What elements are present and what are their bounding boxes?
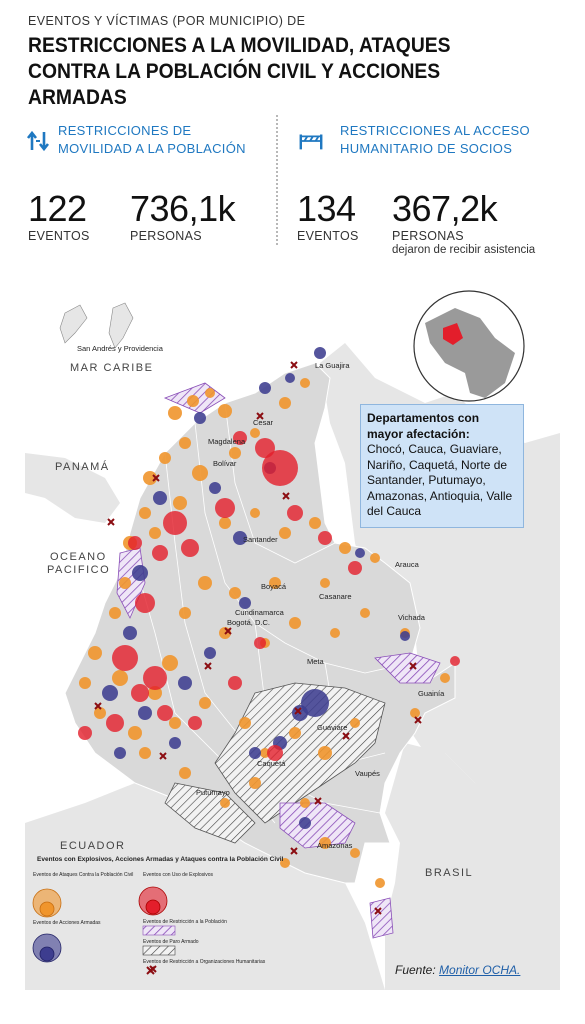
humanitarian-events-value: 134 [297, 188, 356, 229]
label-vichada: Vichada [398, 613, 426, 622]
mobility-events-label: EVENTOS [28, 229, 90, 243]
providencia-island [108, 302, 134, 349]
label-caqueta: Caquetá [257, 759, 286, 768]
infobox-heading: Departamentos con mayor afectación: [367, 411, 480, 441]
legend-explosives-label: Eventos con Uso de Explosivos [143, 872, 214, 878]
label-bolivar: Bolívar [213, 459, 237, 468]
locator-globe [413, 290, 525, 402]
label-guaviare: Guaviare [317, 723, 347, 732]
humanitarian-events-label: EVENTOS [297, 229, 359, 243]
legend-title: Eventos con Explosivos, Acciones Armadas… [37, 856, 284, 863]
region-labels: San Andrés y Providencia La Guajira Cesa… [77, 344, 445, 850]
label-bogota: Bogotá, D.C. [227, 618, 270, 627]
legend-armed-label: Eventos de Acciones Armadas [33, 920, 101, 926]
label-oceano: OCEANO [50, 551, 107, 563]
mobility-people-value: 736,1k [130, 188, 236, 229]
humanitarian-restriction-markers [94, 361, 422, 973]
san-andres-island [59, 304, 88, 344]
armed-action-circles [102, 347, 410, 829]
colombia-map: San Andrés y Providencia La Guajira Cesa… [25, 283, 560, 990]
page-title: RESTRICCIONES A LA MOVILIDAD, ATAQUES CO… [28, 34, 451, 109]
label-arauca: Arauca [395, 560, 420, 569]
legend-restriction-label: Eventos de Restricción a la Población [143, 919, 227, 925]
legend-paro-label: Eventos de Paro Armado [143, 939, 199, 945]
label-panama: PANAMÁ [55, 460, 110, 473]
source-link[interactable]: Monitor OCHA. [439, 963, 521, 977]
mobility-events-value: 122 [28, 188, 87, 229]
armed-strike-zone-2 [164, 782, 256, 844]
label-meta: Meta [307, 657, 325, 666]
mobility-people-label: PERSONAS [130, 229, 202, 243]
label-santander: Santander [243, 535, 278, 544]
label-boyaca: Boyacá [261, 582, 287, 591]
label-guainia: Guainía [418, 689, 445, 698]
explosive-circles [78, 431, 460, 761]
legend-humanitarian-symbol [146, 966, 155, 975]
label-brasil: BRASIL [425, 867, 473, 879]
section-divider [276, 115, 278, 245]
label-magdalena: Magdalena [208, 437, 246, 446]
legend-restriction-symbol [142, 925, 176, 936]
label-casanare: Casanare [319, 592, 352, 601]
legend-humanitarian-label: Eventos de Restricción a Organizaciones … [143, 959, 266, 965]
source-prefix: Fuente: [395, 963, 440, 977]
section-label-mobility: RESTRICCIONES DE MOVILIDAD A LA POBLACIÓ… [58, 123, 246, 156]
humanitarian-people-value: 367,2k [392, 188, 498, 229]
label-putumayo: Putumayo [196, 788, 230, 797]
label-mar-caribe: MAR CARIBE [70, 362, 153, 374]
legend-attacks-label: Eventos de Ataques Contra la Población C… [33, 872, 133, 878]
attack-circles [79, 378, 450, 888]
label-san-andres: San Andrés y Providencia [77, 344, 164, 353]
brasil-shape [385, 743, 560, 990]
label-vaupes: Vaupés [355, 769, 380, 778]
label-la-guajira: La Guajira [315, 361, 350, 370]
label-cundinamarca: Cundinamarca [235, 608, 285, 617]
humanitarian-people-note: dejaron de recibir asistencia [392, 244, 536, 256]
humanitarian-people-label: PERSONAS [392, 229, 464, 243]
barrier-icon [299, 134, 323, 150]
legend-paro-symbol [142, 945, 176, 956]
label-amazonas: Amazonas [317, 841, 353, 850]
label-cesar: Cesar [253, 418, 274, 427]
map-legend: Eventos con Explosivos, Acciones Armadas… [32, 856, 284, 975]
map-frame: San Andrés y Providencia La Guajira Cesa… [25, 283, 560, 990]
ecuador-peru-shape [25, 783, 385, 990]
sea-country-labels: MAR CARIBE PANAMÁ OCEANO PACIFICO ECUADO… [47, 362, 473, 879]
label-ecuador: ECUADOR [60, 840, 126, 852]
mobility-arrows-icon [26, 130, 50, 152]
affected-departments-box: Departamentos con mayor afectación: Choc… [360, 404, 524, 528]
label-pacifico: PACIFICO [47, 564, 110, 576]
source-note: Fuente: Monitor OCHA. [395, 963, 520, 977]
infobox-body: Chocó, Cauca, Guaviare, Nariño, Caquetá,… [367, 442, 513, 518]
kicker-text: EVENTOS Y VÍCTIMAS (POR MUNICIPIO) DE [28, 14, 306, 28]
panama-shape [25, 453, 120, 523]
section-label-humanitarian: RESTRICCIONES AL ACCESO HUMANITARIO DE S… [340, 123, 530, 156]
